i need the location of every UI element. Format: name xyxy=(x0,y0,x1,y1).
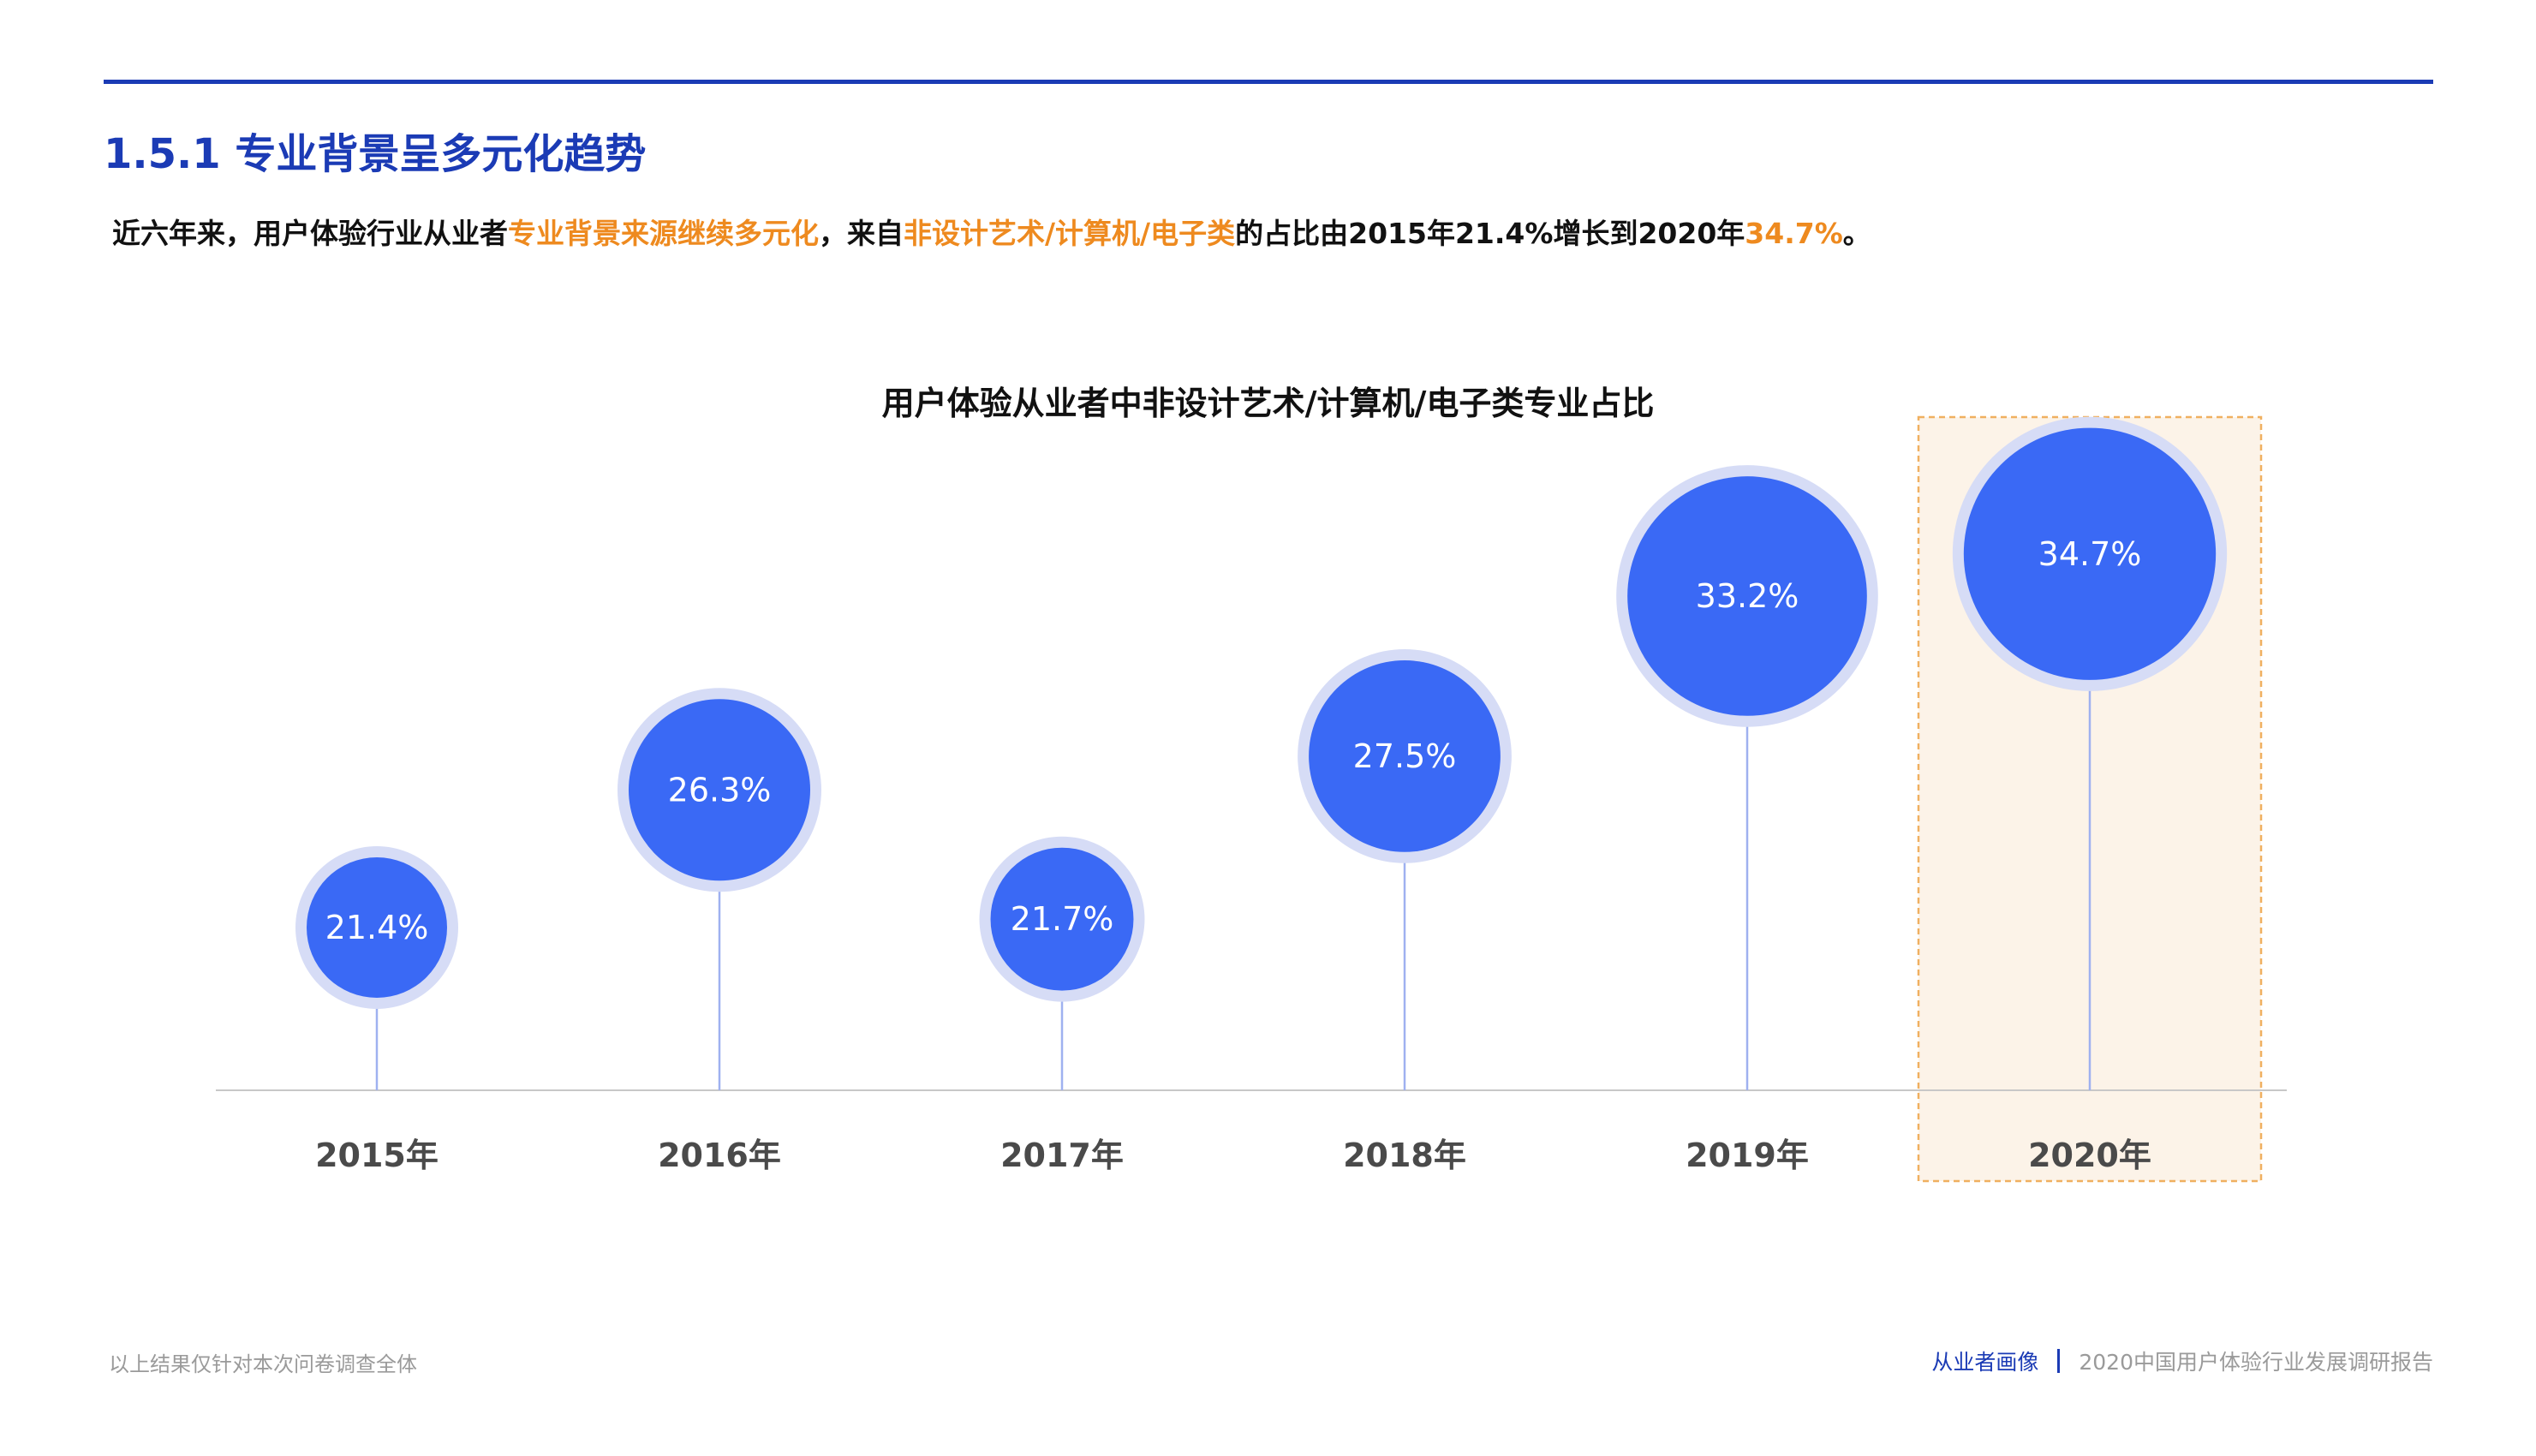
data-label-2020: 34.7% xyxy=(2038,535,2142,573)
footer-report-title: 2020中国用户体验行业发展调研报告 xyxy=(2079,1350,2433,1375)
summary-part-3: 的占比由2015年21.4%增长到2020年 xyxy=(1235,217,1745,250)
x-tick-label-2016: 2016年 xyxy=(658,1137,781,1174)
footer-divider xyxy=(2057,1349,2061,1373)
x-tick-label-2019: 2019年 xyxy=(1686,1137,1809,1174)
bubble-2016 xyxy=(628,699,811,881)
bubble-2018 xyxy=(1309,660,1501,852)
bubble-2015 xyxy=(307,857,447,998)
x-tick-label-2015: 2015年 xyxy=(315,1137,439,1174)
summary-part-4: 。 xyxy=(1842,217,1871,250)
top-divider xyxy=(104,80,2433,84)
data-label-2016: 26.3% xyxy=(668,771,772,809)
data-label-2017: 21.7% xyxy=(1011,900,1114,938)
bubble-2019 xyxy=(1627,476,1867,716)
section-title: 1.5.1 专业背景呈多元化趋势 xyxy=(104,130,647,178)
data-label-2018: 27.5% xyxy=(1353,737,1457,775)
chart-title: 用户体验从业者中非设计艺术/计算机/电子类专业占比 xyxy=(881,385,1655,422)
summary-highlight-2: 非设计艺术/计算机/电子类 xyxy=(904,217,1236,250)
x-tick-label-2018: 2018年 xyxy=(1343,1137,1466,1174)
summary-part-2: ，来自 xyxy=(819,217,904,250)
data-label-2015: 21.4% xyxy=(325,909,429,946)
data-label-2019: 33.2% xyxy=(1696,577,1799,615)
bubble-2020 xyxy=(1963,427,2217,680)
footer-section-label: 从业者画像 xyxy=(1931,1350,2039,1375)
x-tick-label-2017: 2017年 xyxy=(1000,1137,1124,1174)
summary-text: 近六年来，用户体验行业从业者专业背景来源继续多元化，来自非设计艺术/计算机/电子… xyxy=(112,211,1871,252)
summary-part-1: 近六年来，用户体验行业从业者 xyxy=(112,217,508,250)
footer-meta: 从业者画像 2020中国用户体验行业发展调研报告 xyxy=(1931,1346,2433,1376)
footer-note: 以上结果仅针对本次问卷调查全体 xyxy=(109,1352,417,1376)
x-tick-label-2020: 2020年 xyxy=(2028,1137,2151,1174)
bubble-2017 xyxy=(990,847,1134,991)
summary-highlight-1: 专业背景来源继续多元化 xyxy=(508,217,819,250)
summary-highlight-3: 34.7% xyxy=(1745,217,1843,250)
